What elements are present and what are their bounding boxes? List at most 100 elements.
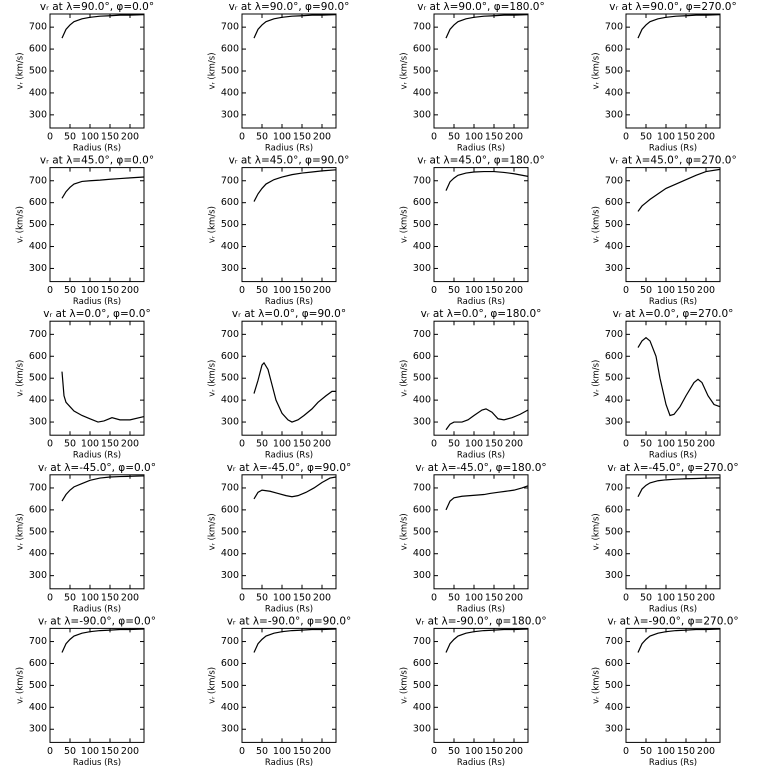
y-tick-label: 700: [605, 22, 623, 33]
x-tick-label: 50: [448, 439, 460, 450]
y-tick-label: 600: [29, 351, 47, 362]
y-tick-label: 600: [221, 658, 239, 669]
y-tick-label: 400: [29, 87, 47, 98]
y-axis-label: vᵣ (km/s): [16, 360, 26, 397]
y-axis-label: vᵣ (km/s): [400, 360, 410, 397]
y-tick-label: 700: [221, 22, 239, 33]
plot-frame: [625, 13, 721, 129]
chart-title: vᵣ at λ=-45.0°, φ=90.0°: [227, 462, 352, 474]
x-axis-label: Radius (Rs): [649, 297, 697, 307]
y-tick-label: 500: [605, 66, 623, 77]
y-tick-label: 700: [413, 482, 431, 493]
data-line: [61, 176, 145, 199]
x-tick-label: 100: [657, 746, 675, 757]
y-tick-label: 300: [221, 109, 239, 120]
x-tick-label: 150: [293, 746, 311, 757]
y-tick-label: 700: [413, 175, 431, 186]
y-axis-label: vᵣ (km/s): [208, 206, 218, 243]
y-tick-label: 500: [29, 526, 47, 537]
y-axis-label: vᵣ (km/s): [592, 52, 602, 89]
x-tick-label: 0: [47, 592, 53, 603]
x-tick-label: 100: [81, 746, 99, 757]
y-tick-label: 700: [605, 175, 623, 186]
x-tick-label: 50: [448, 746, 460, 757]
y-tick-label: 500: [29, 680, 47, 691]
y-tick-label: 500: [29, 373, 47, 384]
x-tick-label: 200: [313, 132, 331, 143]
x-tick-label: 0: [623, 285, 629, 296]
y-tick-label: 400: [221, 241, 239, 252]
y-tick-label: 600: [413, 658, 431, 669]
x-tick-label: 150: [677, 285, 695, 296]
y-tick-label: 500: [413, 526, 431, 537]
y-axis-label: vᵣ (km/s): [208, 52, 218, 89]
x-tick-label: 0: [623, 746, 629, 757]
x-tick-label: 0: [623, 592, 629, 603]
y-tick-label: 600: [221, 44, 239, 55]
x-tick-label: 150: [101, 592, 119, 603]
x-tick-label: 50: [640, 285, 652, 296]
y-tick-label: 400: [413, 548, 431, 559]
y-tick-label: 500: [413, 373, 431, 384]
x-tick-label: 150: [485, 439, 503, 450]
y-tick-label: 600: [605, 197, 623, 208]
data-line: [637, 336, 721, 417]
y-tick-label: 600: [221, 197, 239, 208]
y-tick-label: 700: [29, 636, 47, 647]
y-tick-label: 700: [221, 636, 239, 647]
x-tick-label: 200: [697, 439, 715, 450]
data-line: [253, 628, 337, 653]
y-tick-label: 400: [413, 395, 431, 406]
x-tick-label: 50: [256, 746, 268, 757]
x-tick-label: 200: [505, 132, 523, 143]
x-tick-label: 50: [640, 746, 652, 757]
x-axis-label: Radius (Rs): [457, 604, 505, 614]
y-axis-label: vᵣ (km/s): [16, 513, 26, 550]
plot-frame: [625, 320, 721, 436]
x-tick-label: 50: [448, 285, 460, 296]
y-tick-label: 500: [221, 526, 239, 537]
y-tick-label: 700: [29, 175, 47, 186]
y-tick-label: 400: [605, 548, 623, 559]
x-axis-label: Radius (Rs): [265, 297, 313, 307]
plot-frame: [49, 13, 145, 129]
y-tick-label: 300: [29, 263, 47, 274]
y-tick-label: 300: [605, 724, 623, 735]
x-tick-label: 150: [677, 439, 695, 450]
data-line: [61, 475, 145, 502]
x-axis-label: Radius (Rs): [73, 604, 121, 614]
x-tick-label: 100: [273, 439, 291, 450]
x-tick-label: 200: [313, 746, 331, 757]
y-tick-label: 300: [605, 109, 623, 120]
y-tick-label: 300: [29, 570, 47, 581]
data-line: [637, 628, 721, 653]
data-line: [445, 485, 529, 511]
x-tick-label: 200: [313, 439, 331, 450]
y-tick-label: 700: [221, 175, 239, 186]
y-tick-label: 500: [221, 680, 239, 691]
y-tick-label: 300: [29, 109, 47, 120]
x-axis-label: Radius (Rs): [73, 451, 121, 461]
x-tick-label: 200: [697, 132, 715, 143]
x-tick-label: 150: [677, 592, 695, 603]
x-axis-label: Radius (Rs): [649, 758, 697, 768]
chart-title: vᵣ at λ=-90.0°, φ=90.0°: [227, 615, 352, 627]
y-tick-label: 600: [221, 504, 239, 515]
x-tick-label: 100: [465, 132, 483, 143]
y-tick-label: 300: [413, 570, 431, 581]
chart-title: vᵣ at λ=90.0°, φ=90.0°: [229, 1, 350, 13]
y-axis-label: vᵣ (km/s): [592, 360, 602, 397]
plot-frame: [49, 320, 145, 436]
y-tick-label: 300: [605, 263, 623, 274]
y-tick-label: 600: [221, 351, 239, 362]
y-axis-label: vᵣ (km/s): [400, 52, 410, 89]
x-tick-label: 100: [465, 746, 483, 757]
y-tick-label: 600: [605, 658, 623, 669]
x-tick-label: 200: [121, 285, 139, 296]
x-tick-label: 200: [121, 132, 139, 143]
x-tick-label: 0: [431, 132, 437, 143]
y-tick-label: 700: [413, 329, 431, 340]
x-tick-label: 50: [64, 132, 76, 143]
y-tick-label: 300: [221, 724, 239, 735]
